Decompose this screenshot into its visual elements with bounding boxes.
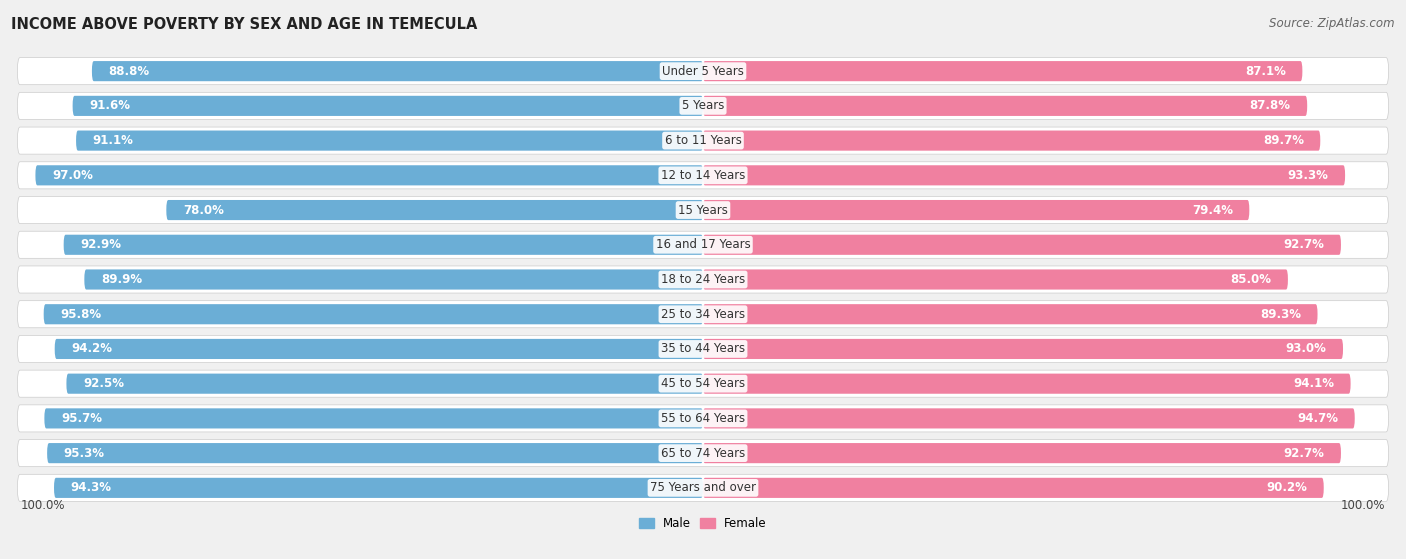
Text: 93.3%: 93.3% bbox=[1288, 169, 1329, 182]
FancyBboxPatch shape bbox=[17, 231, 1389, 258]
FancyBboxPatch shape bbox=[66, 373, 703, 394]
Text: 55 to 64 Years: 55 to 64 Years bbox=[661, 412, 745, 425]
Text: 6 to 11 Years: 6 to 11 Years bbox=[665, 134, 741, 147]
Text: 94.7%: 94.7% bbox=[1298, 412, 1339, 425]
FancyBboxPatch shape bbox=[166, 200, 703, 220]
Text: Source: ZipAtlas.com: Source: ZipAtlas.com bbox=[1270, 17, 1395, 30]
FancyBboxPatch shape bbox=[703, 269, 1288, 290]
Legend: Male, Female: Male, Female bbox=[634, 513, 772, 535]
Text: 18 to 24 Years: 18 to 24 Years bbox=[661, 273, 745, 286]
FancyBboxPatch shape bbox=[17, 58, 1389, 85]
Text: 95.8%: 95.8% bbox=[60, 307, 101, 321]
Text: 95.3%: 95.3% bbox=[63, 447, 104, 459]
Text: 88.8%: 88.8% bbox=[108, 65, 149, 78]
Text: 65 to 74 Years: 65 to 74 Years bbox=[661, 447, 745, 459]
Text: 100.0%: 100.0% bbox=[21, 499, 66, 513]
Text: 85.0%: 85.0% bbox=[1230, 273, 1271, 286]
Text: 92.7%: 92.7% bbox=[1284, 447, 1324, 459]
FancyBboxPatch shape bbox=[703, 408, 1355, 428]
FancyBboxPatch shape bbox=[703, 443, 1341, 463]
Text: 92.5%: 92.5% bbox=[83, 377, 124, 390]
FancyBboxPatch shape bbox=[53, 478, 703, 498]
Text: 93.0%: 93.0% bbox=[1285, 343, 1326, 356]
Text: 25 to 34 Years: 25 to 34 Years bbox=[661, 307, 745, 321]
FancyBboxPatch shape bbox=[703, 96, 1308, 116]
FancyBboxPatch shape bbox=[17, 301, 1389, 328]
FancyBboxPatch shape bbox=[703, 61, 1302, 81]
Text: 79.4%: 79.4% bbox=[1192, 203, 1233, 216]
Text: 97.0%: 97.0% bbox=[52, 169, 93, 182]
Text: Under 5 Years: Under 5 Years bbox=[662, 65, 744, 78]
FancyBboxPatch shape bbox=[17, 92, 1389, 120]
Text: 90.2%: 90.2% bbox=[1267, 481, 1308, 494]
FancyBboxPatch shape bbox=[17, 127, 1389, 154]
Text: 5 Years: 5 Years bbox=[682, 100, 724, 112]
FancyBboxPatch shape bbox=[703, 200, 1250, 220]
FancyBboxPatch shape bbox=[17, 197, 1389, 224]
Text: 95.7%: 95.7% bbox=[60, 412, 101, 425]
FancyBboxPatch shape bbox=[17, 405, 1389, 432]
Text: 100.0%: 100.0% bbox=[1340, 499, 1385, 513]
Text: 87.1%: 87.1% bbox=[1244, 65, 1286, 78]
FancyBboxPatch shape bbox=[703, 304, 1317, 324]
Text: 92.7%: 92.7% bbox=[1284, 238, 1324, 252]
Text: 12 to 14 Years: 12 to 14 Years bbox=[661, 169, 745, 182]
Text: 89.9%: 89.9% bbox=[101, 273, 142, 286]
Text: 94.1%: 94.1% bbox=[1294, 377, 1334, 390]
Text: 87.8%: 87.8% bbox=[1250, 100, 1291, 112]
Text: 78.0%: 78.0% bbox=[183, 203, 224, 216]
FancyBboxPatch shape bbox=[84, 269, 703, 290]
Text: 92.9%: 92.9% bbox=[80, 238, 121, 252]
Text: 91.1%: 91.1% bbox=[93, 134, 134, 147]
Text: 15 Years: 15 Years bbox=[678, 203, 728, 216]
Text: 91.6%: 91.6% bbox=[89, 100, 131, 112]
FancyBboxPatch shape bbox=[35, 165, 703, 186]
FancyBboxPatch shape bbox=[73, 96, 703, 116]
Text: 35 to 44 Years: 35 to 44 Years bbox=[661, 343, 745, 356]
Text: 75 Years and over: 75 Years and over bbox=[650, 481, 756, 494]
FancyBboxPatch shape bbox=[703, 373, 1351, 394]
Text: 89.3%: 89.3% bbox=[1260, 307, 1301, 321]
FancyBboxPatch shape bbox=[17, 474, 1389, 501]
FancyBboxPatch shape bbox=[44, 304, 703, 324]
FancyBboxPatch shape bbox=[703, 478, 1323, 498]
Text: 45 to 54 Years: 45 to 54 Years bbox=[661, 377, 745, 390]
FancyBboxPatch shape bbox=[17, 335, 1389, 362]
FancyBboxPatch shape bbox=[45, 408, 703, 428]
FancyBboxPatch shape bbox=[703, 339, 1343, 359]
Text: 89.7%: 89.7% bbox=[1263, 134, 1303, 147]
FancyBboxPatch shape bbox=[76, 131, 703, 151]
Text: INCOME ABOVE POVERTY BY SEX AND AGE IN TEMECULA: INCOME ABOVE POVERTY BY SEX AND AGE IN T… bbox=[11, 17, 478, 32]
FancyBboxPatch shape bbox=[703, 235, 1341, 255]
Text: 16 and 17 Years: 16 and 17 Years bbox=[655, 238, 751, 252]
FancyBboxPatch shape bbox=[17, 439, 1389, 467]
FancyBboxPatch shape bbox=[17, 266, 1389, 293]
Text: 94.2%: 94.2% bbox=[72, 343, 112, 356]
FancyBboxPatch shape bbox=[55, 339, 703, 359]
FancyBboxPatch shape bbox=[703, 131, 1320, 151]
FancyBboxPatch shape bbox=[48, 443, 703, 463]
FancyBboxPatch shape bbox=[703, 165, 1346, 186]
Text: 94.3%: 94.3% bbox=[70, 481, 111, 494]
FancyBboxPatch shape bbox=[17, 370, 1389, 397]
FancyBboxPatch shape bbox=[63, 235, 703, 255]
FancyBboxPatch shape bbox=[91, 61, 703, 81]
FancyBboxPatch shape bbox=[17, 162, 1389, 189]
